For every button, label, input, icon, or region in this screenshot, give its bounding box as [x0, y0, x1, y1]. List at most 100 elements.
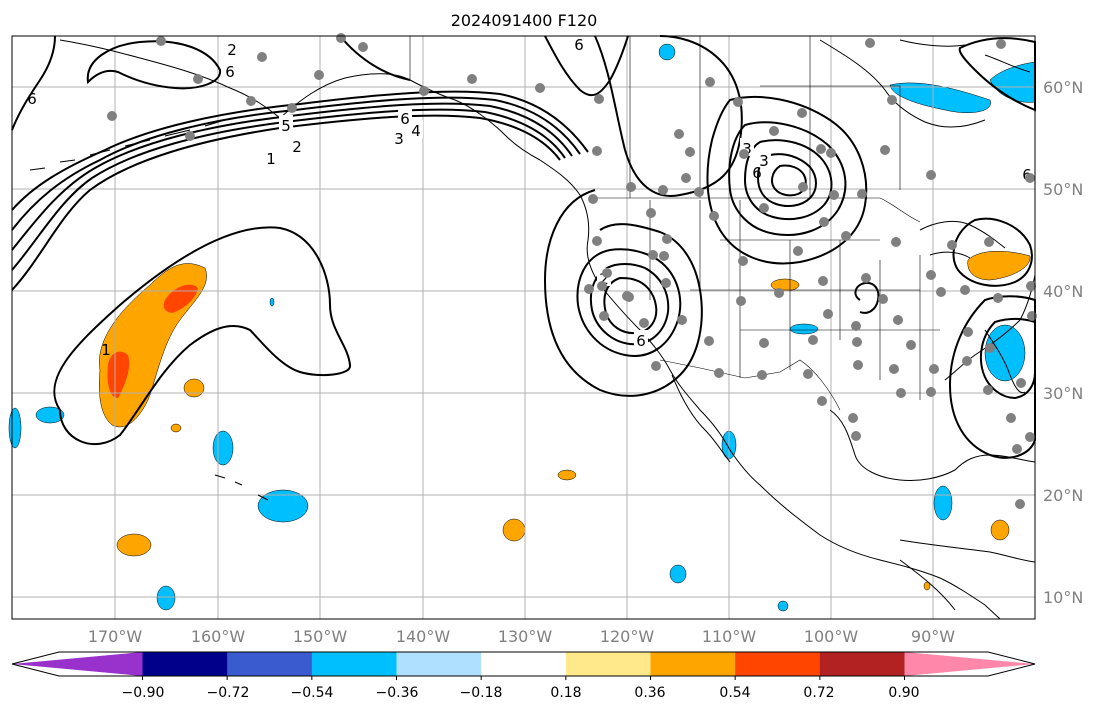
station-dot — [817, 396, 827, 406]
station-dot — [704, 336, 714, 346]
strong-anomaly-core-2 — [163, 284, 198, 313]
station-dot — [893, 315, 903, 325]
station-dot — [592, 146, 602, 156]
contour-line — [544, 35, 629, 97]
lon-label-170w: 170°W — [88, 627, 143, 646]
baja-california — [671, 374, 731, 463]
florida — [984, 329, 1026, 394]
station-dot — [1012, 444, 1022, 454]
contour-label: 6 — [636, 332, 646, 350]
colorbar-cell — [396, 652, 482, 676]
station-dot — [705, 77, 715, 87]
station-dot — [336, 33, 346, 43]
map-frame — [11, 35, 1036, 620]
station-dot — [816, 144, 826, 154]
station-dot — [659, 251, 669, 261]
lon-label-120w: 120°W — [600, 627, 655, 646]
contour-line — [11, 90, 589, 211]
station-dot — [769, 126, 779, 136]
station-dot — [257, 52, 267, 62]
colorbar-tick-label: −0.54 — [291, 685, 334, 701]
station-dot — [709, 211, 719, 221]
contour-line — [958, 37, 1036, 112]
station-dot — [851, 431, 861, 441]
negative-anomaly-blob — [257, 489, 309, 523]
station-dot — [896, 388, 906, 398]
contour-line — [952, 217, 1033, 287]
station-dot — [733, 97, 743, 107]
map-panel: 1 2 3 4 5 6 6 6 6 3 3 2 2 6 6 1 6 — [8, 33, 1037, 620]
station-dot — [947, 240, 957, 250]
province-line — [629, 36, 901, 198]
contour-label: 1 — [266, 150, 276, 168]
colorbar-tick-label: 0.36 — [634, 685, 665, 701]
contour-label: 6 — [27, 90, 37, 108]
positive-anomaly-blob — [923, 581, 931, 591]
station-dot — [797, 108, 807, 118]
colorbar-tick-label: 0.18 — [550, 685, 581, 701]
station-dot — [584, 284, 594, 294]
positive-anomaly-blob — [183, 378, 205, 398]
station-dot — [646, 208, 656, 218]
positive-anomaly-blob — [770, 278, 800, 292]
lat-label-50n: 50°N — [1043, 180, 1083, 199]
station-dot — [358, 42, 368, 52]
contour-line — [590, 263, 670, 346]
colorbar-cell — [311, 652, 397, 676]
station-dot — [674, 129, 684, 139]
negative-anomaly-blob — [789, 323, 819, 335]
station-dot — [851, 321, 861, 331]
station-dot — [314, 70, 324, 80]
station-dot — [983, 385, 993, 395]
contour-label: 3 — [759, 152, 769, 170]
station-dot — [246, 96, 256, 106]
negative-anomaly-blob — [669, 564, 687, 584]
longitude-labels: 170°W 160°W 150°W 140°W 130°W 120°W 110°… — [88, 627, 955, 646]
station-dot — [891, 237, 901, 247]
station-dot — [107, 111, 117, 121]
contour-line — [979, 318, 1036, 400]
lon-label-130w: 130°W — [498, 627, 553, 646]
station-dot — [602, 268, 612, 278]
contour-line — [948, 295, 1036, 459]
station-dot — [738, 256, 748, 266]
station-dot — [962, 356, 972, 366]
station-dot — [736, 296, 746, 306]
positive-anomaly-blob — [116, 533, 152, 557]
station-dot — [685, 147, 695, 157]
station-dot — [878, 294, 888, 304]
station-dot — [793, 246, 803, 256]
station-dot — [865, 38, 875, 48]
negative-anomaly-blob — [933, 485, 953, 521]
negative-anomaly-blob — [984, 324, 1026, 382]
negative-anomaly-blob — [777, 600, 789, 612]
station-dot — [819, 217, 829, 227]
negative-anomaly-blob — [658, 43, 676, 61]
station-dot — [929, 364, 939, 374]
station-dot — [853, 360, 863, 370]
station-dot — [1025, 432, 1035, 442]
station-dot — [963, 327, 973, 337]
colorbar-cell — [735, 652, 821, 676]
station-dot — [848, 413, 858, 423]
station-dot — [626, 182, 636, 192]
station-dot — [1025, 173, 1035, 183]
map-title: 2024091400 F120 — [451, 11, 598, 30]
colorbar-cell — [227, 652, 313, 676]
lat-label-60n: 60°N — [1043, 78, 1083, 97]
colorbar-tick-label: −0.90 — [122, 685, 165, 701]
contour-line — [543, 189, 703, 397]
colorbar-tick-label: −0.72 — [207, 685, 250, 701]
great-lakes — [919, 220, 1006, 259]
station-dot — [592, 236, 602, 246]
colorbar-tick-labels: −0.90 −0.72 −0.54 −0.36 −0.18 0.18 0.36 … — [122, 685, 920, 701]
contour-label: 2 — [599, 270, 609, 288]
colorbar: −0.90 −0.72 −0.54 −0.36 −0.18 0.18 0.36 … — [11, 651, 1036, 701]
colorbar-cell — [650, 652, 736, 676]
colorbar-cell — [481, 652, 567, 676]
station-dot — [287, 103, 297, 113]
hawaii-islands — [214, 474, 269, 501]
lon-label-160w: 160°W — [191, 627, 246, 646]
station-dot — [757, 370, 767, 380]
station-dot — [662, 234, 672, 244]
